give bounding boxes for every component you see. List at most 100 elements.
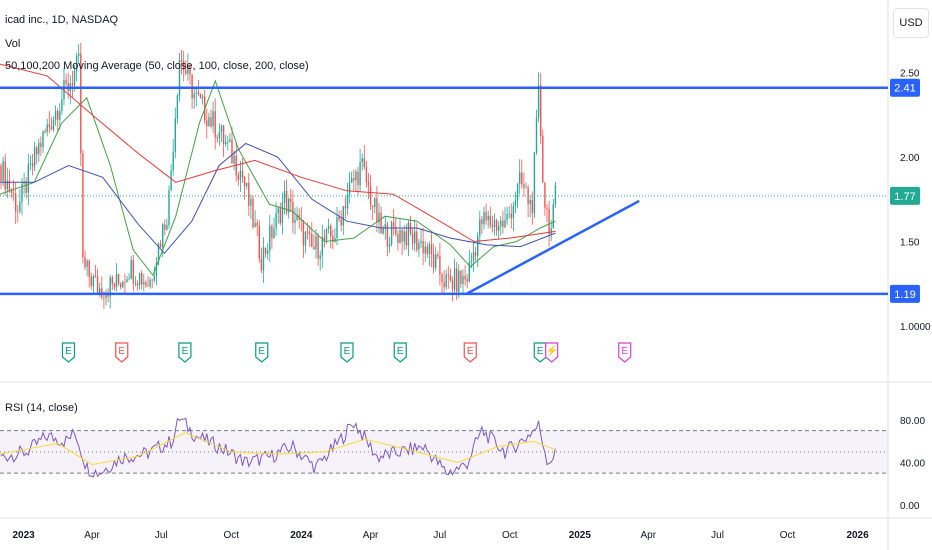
candle-body: [439, 255, 441, 275]
moving-average-ma200: [0, 63, 556, 243]
candle-body: [512, 205, 515, 219]
candle-body: [109, 277, 111, 297]
candle-body: [218, 132, 221, 139]
candle-body: [4, 161, 6, 190]
level-badge: [890, 78, 920, 97]
candle-body: [277, 208, 279, 213]
candle-body: [134, 283, 137, 284]
candle-body: [294, 220, 296, 223]
candle-body: [304, 231, 307, 246]
candle-body: [262, 247, 265, 271]
candle-body: [386, 224, 389, 247]
time-tick-label: Oct: [224, 530, 240, 541]
candle-body: [153, 275, 155, 281]
candle-body: [78, 53, 80, 56]
candle-body: [516, 183, 519, 201]
candle-body: [33, 147, 36, 167]
earnings-marker: [340, 342, 354, 363]
level-badge: [890, 284, 920, 303]
candle-body: [382, 227, 384, 234]
rsi-tick-label: 0.00: [900, 501, 920, 512]
candle-body: [271, 225, 273, 239]
candle-body: [12, 193, 15, 195]
candle-body: [269, 225, 271, 251]
candle-body: [54, 110, 57, 120]
candle-body: [363, 158, 365, 168]
candle-body: [353, 178, 355, 181]
candle-body: [531, 199, 533, 214]
price-tick-label: 1.0000: [900, 322, 931, 333]
candle-body: [462, 276, 464, 284]
candle-body: [384, 224, 386, 228]
time-tick-label: Jul: [155, 530, 168, 541]
rsi-tick-label: 80.00: [900, 416, 925, 427]
candle-body: [256, 222, 258, 227]
candle-body: [449, 275, 452, 281]
candle-body: [151, 279, 153, 281]
candle-body: [506, 213, 508, 221]
candle-body: [327, 225, 330, 229]
candle-body: [537, 85, 540, 118]
candle-body: [420, 240, 422, 243]
candle-body: [474, 252, 477, 256]
earnings-marker: [533, 342, 547, 363]
price-tick-label: 2.50: [900, 69, 920, 80]
earnings-marker: [393, 342, 407, 363]
candle-body: [554, 185, 557, 205]
earnings-marker-label: E: [467, 346, 474, 357]
candle-body: [147, 285, 149, 287]
candle-body: [321, 236, 323, 256]
candle-body: [260, 258, 263, 271]
rsi-label: RSI (14, close): [5, 402, 78, 414]
candle-body: [264, 247, 267, 254]
candle-body: [302, 220, 305, 246]
candle-body: [0, 165, 2, 182]
candle-body: [510, 213, 512, 219]
candle-body: [374, 198, 376, 207]
candle-body: [162, 224, 164, 248]
candle-body: [239, 171, 242, 180]
candle-body: [212, 111, 214, 127]
earnings-marker-label: E: [182, 346, 189, 357]
candle-body: [336, 217, 338, 239]
candle-body: [21, 183, 23, 202]
candle-body: [252, 198, 254, 228]
candle-body: [94, 275, 97, 277]
moving-average-ma50: [0, 79, 556, 277]
candle-body: [71, 83, 74, 86]
symbol-title: icad inc., 1D, NASDAQ: [5, 14, 119, 26]
candle-body: [523, 184, 525, 188]
candle-body: [281, 203, 284, 224]
candle-body: [267, 250, 269, 254]
candle-body: [390, 222, 393, 245]
candle-body: [117, 274, 120, 284]
candle-body: [99, 288, 101, 293]
candle-body: [290, 198, 292, 202]
candle-body: [176, 95, 179, 119]
time-tick-label: Jul: [711, 530, 724, 541]
candle-body: [359, 162, 361, 186]
candle-body: [48, 124, 50, 127]
candle-body: [552, 204, 554, 229]
candle-body: [380, 212, 382, 234]
candle-body: [248, 182, 250, 206]
last-price-label: 1.77: [894, 191, 915, 203]
candle-body: [96, 276, 99, 293]
candle-body: [157, 243, 160, 264]
candle-body: [206, 120, 208, 126]
candle-body: [65, 80, 67, 84]
moving-average-label: 50,100,200 Moving Average (50, close, 10…: [5, 60, 309, 72]
candle-body: [237, 175, 239, 180]
candle-body: [216, 137, 218, 139]
candle-body: [168, 190, 170, 226]
currency-button[interactable]: USD: [893, 8, 929, 38]
candle-body: [346, 194, 349, 209]
candle-body: [430, 244, 433, 255]
candle-body: [229, 139, 231, 142]
candle-body: [82, 153, 84, 258]
candle-body: [231, 139, 233, 164]
candle-body: [185, 70, 187, 74]
candle-body: [351, 178, 353, 183]
candle-body: [86, 260, 88, 268]
